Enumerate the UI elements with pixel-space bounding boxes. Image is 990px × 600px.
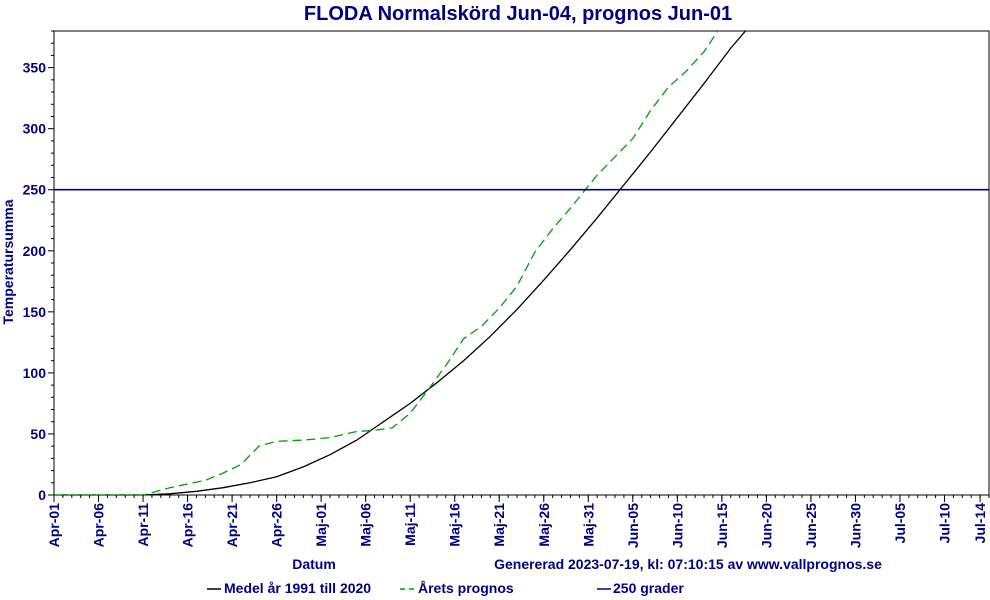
x-tick-label-Jun-05: Jun-05: [625, 503, 641, 548]
x-axis-label: Datum: [292, 556, 336, 572]
x-tick-label-Jul-10: Jul-10: [936, 503, 952, 544]
legend-item-medel: Medel år 1991 till 2020: [207, 580, 371, 596]
chart-title: FLODA Normalskörd Jun-04, prognos Jun-01: [304, 3, 732, 25]
x-tick-label-Jul-05: Jul-05: [892, 503, 908, 544]
x-axis: Apr-01 Apr-06 Apr-11 Apr-16 Apr-21 Apr-26 Maj-…: [46, 495, 990, 548]
y-axis: 0 50 100 150 200 250 300 350: [23, 30, 54, 503]
x-tick-label-Maj-11: Maj-11: [402, 503, 418, 546]
x-tick-label-Jun-30: Jun-30: [847, 503, 863, 548]
y-axis-label: Temperatursumma: [0, 199, 16, 324]
y-tick-label-250: 250: [23, 182, 47, 198]
x-tick-label-Maj-31: Maj-31: [580, 503, 596, 547]
y-tick-label-50: 50: [30, 426, 46, 442]
legend-item-prognos: Årets prognos: [400, 580, 514, 596]
y-tick-label-350: 350: [23, 60, 47, 76]
series-prognos-line: [54, 31, 719, 495]
x-tick-label-Jun-15: Jun-15: [714, 503, 730, 548]
legend: Medel år 1991 till 2020 Årets prognos 25…: [207, 580, 684, 596]
plot-frame: [53, 30, 990, 496]
x-tick-label-Jul-14: Jul-14: [972, 503, 988, 544]
x-tick-label-Jun-10: Jun-10: [669, 503, 685, 548]
series-layer: [54, 31, 989, 495]
legend-item-250: 250 grader: [597, 580, 684, 596]
series-medel-line: [54, 31, 747, 495]
x-tick-label-Apr-11: Apr-11: [135, 503, 151, 547]
x-tick-label-Maj-06: Maj-06: [358, 503, 374, 547]
legend-label-medel: Medel år 1991 till 2020: [224, 580, 371, 596]
y-tick-label-100: 100: [23, 365, 47, 381]
y-tick-label-0: 0: [38, 487, 46, 503]
y-tick-label-300: 300: [23, 121, 47, 137]
legend-label-prognos: Årets prognos: [418, 580, 514, 596]
x-tick-label-Maj-16: Maj-16: [447, 503, 463, 547]
x-tick-label-Maj-21: Maj-21: [491, 503, 507, 547]
x-tick-label-Jun-20: Jun-20: [758, 503, 774, 548]
x-tick-label-Apr-01: Apr-01: [46, 503, 62, 548]
x-tick-label-Apr-21: Apr-21: [224, 503, 240, 548]
x-tick-label-Apr-06: Apr-06: [91, 503, 107, 548]
x-tick-label-Jun-25: Jun-25: [803, 503, 819, 548]
x-tick-label-Apr-16: Apr-16: [180, 503, 196, 548]
x-tick-label-Maj-01: Maj-01: [313, 503, 329, 547]
legend-label-250: 250 grader: [613, 580, 684, 596]
generated-note: Genererad 2023-07-19, kl: 07:10:15 av ww…: [494, 556, 882, 572]
x-tick-label-Apr-26: Apr-26: [269, 503, 285, 548]
x-tick-label-Maj-26: Maj-26: [536, 503, 552, 547]
y-tick-label-150: 150: [23, 304, 47, 320]
y-tick-label-200: 200: [23, 243, 47, 259]
